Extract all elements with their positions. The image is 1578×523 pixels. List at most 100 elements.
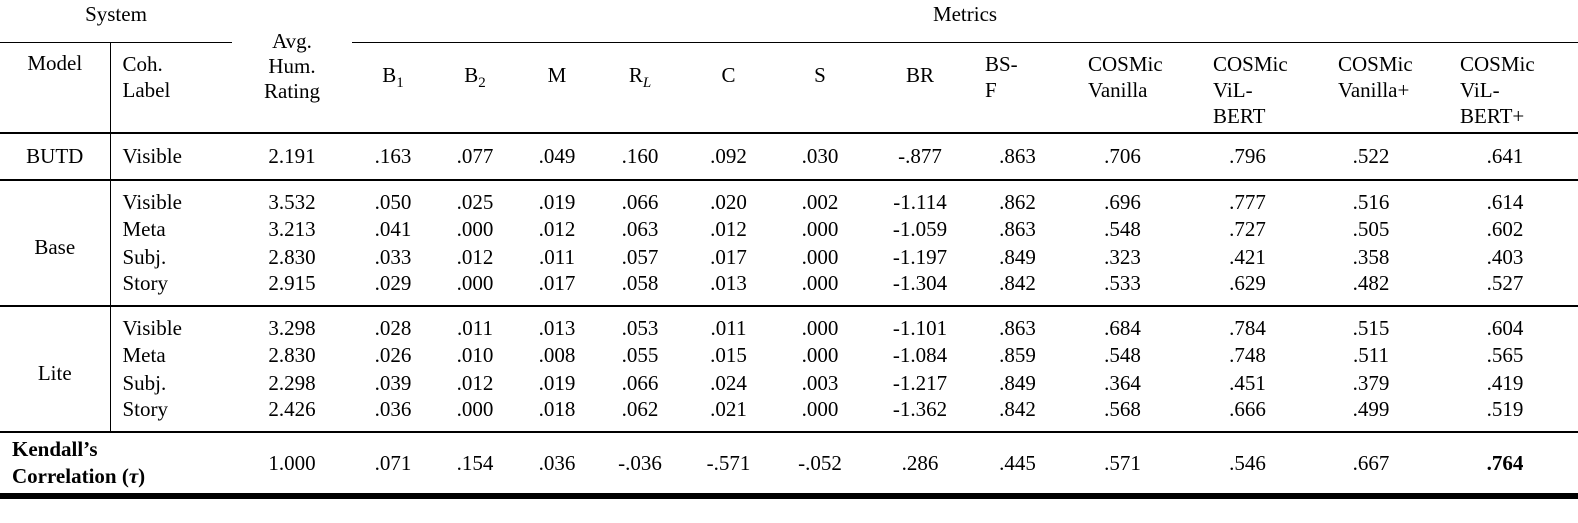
metric-value-cell: .002 bbox=[801, 190, 839, 214]
metric-value-cell: .849 bbox=[999, 370, 1036, 395]
metric-value-cell: .000 bbox=[801, 342, 839, 367]
kendall-value-cell: .445 bbox=[975, 432, 1060, 499]
kendall-value-cell: .154 bbox=[434, 432, 516, 499]
avg-rating-cell: 2.830 bbox=[268, 244, 316, 269]
metric-value-cell: .000 bbox=[434, 397, 516, 433]
avg-rating-cell: 2.830 bbox=[268, 342, 316, 367]
header-line: BERT+ bbox=[1460, 103, 1525, 128]
metric-value-cell: .011 bbox=[539, 244, 575, 269]
metric-value-cell: .012 bbox=[710, 216, 747, 241]
metric-value-cell: .323 bbox=[1104, 244, 1141, 269]
kendall-label-line1: Kendall’s bbox=[12, 437, 98, 461]
metric-value-cell: .053 bbox=[621, 316, 659, 340]
table-row: Subj. 2.830 .033 .012 .011 .057 .017 .00… bbox=[0, 243, 1578, 271]
metric-value-cell: -1.362 bbox=[865, 397, 975, 433]
metric-value-cell: .036 bbox=[352, 397, 434, 433]
metric-value-cell: .028 bbox=[374, 316, 412, 340]
col-header-cosmic-vanilla: COSMic Vanilla bbox=[1060, 42, 1185, 134]
kendall-value-cell: .546 bbox=[1185, 432, 1310, 499]
system-group-header: System bbox=[0, 0, 232, 43]
metric-value-cell: -1.304 bbox=[865, 271, 975, 307]
metric-value-cell: .696 bbox=[1104, 190, 1141, 214]
metric-value-cell: .041 bbox=[374, 216, 412, 241]
coh-label-cell: Meta bbox=[122, 342, 166, 367]
kendall-value-cell: .036 bbox=[516, 432, 598, 499]
metric-value-cell: .842 bbox=[975, 397, 1060, 433]
col-header-bs-f: BS- F bbox=[975, 42, 1060, 134]
metric-value-cell: -.877 bbox=[865, 133, 975, 181]
header-line: COSMic bbox=[1088, 51, 1163, 76]
coh-label-cell: Visible bbox=[110, 133, 232, 181]
metric-value-cell: .684 bbox=[1104, 316, 1141, 340]
metric-value-cell: -1.114 bbox=[893, 190, 947, 214]
kendall-label-text: Correlation ( bbox=[12, 464, 129, 488]
metric-value-cell: .533 bbox=[1060, 271, 1185, 307]
col-header-cider: C bbox=[682, 42, 775, 134]
metric-value-cell: .515 bbox=[1352, 316, 1390, 340]
metric-value-cell: .516 bbox=[1352, 190, 1390, 214]
header-line: COSMic bbox=[1460, 51, 1535, 76]
table-row: Story 2.426 .036 .000 .018 .062 .021 .00… bbox=[0, 397, 1578, 433]
header-line: ViL- bbox=[1460, 77, 1500, 102]
metric-value-cell: .062 bbox=[598, 397, 682, 433]
kendall-value-cell: -.052 bbox=[775, 432, 865, 499]
metric-value-cell: .842 bbox=[975, 271, 1060, 307]
metric-value-cell: .451 bbox=[1229, 370, 1266, 395]
metric-value-cell: .055 bbox=[621, 342, 659, 367]
coh-label-column-header: Coh. Label bbox=[110, 42, 232, 134]
coh-label-cell: Meta bbox=[122, 216, 166, 241]
model-cell: Lite bbox=[0, 306, 111, 433]
metric-value-cell: .017 bbox=[516, 271, 598, 307]
metric-value-cell: .012 bbox=[538, 216, 576, 241]
metric-value-cell: .519 bbox=[1432, 397, 1578, 433]
metric-value-cell: .604 bbox=[1486, 316, 1524, 340]
metric-value-cell: .421 bbox=[1229, 244, 1266, 269]
avg-line: Hum. bbox=[268, 53, 316, 78]
metric-value-cell: .050 bbox=[374, 190, 412, 214]
kendall-label-text: ) bbox=[138, 464, 146, 488]
kendall-value-cell-best: .764 bbox=[1432, 432, 1578, 499]
metric-value-cell: .862 bbox=[999, 190, 1036, 214]
metric-value-cell: .000 bbox=[801, 316, 839, 340]
col-header-br: BR bbox=[865, 42, 975, 134]
model-cell: BUTD bbox=[0, 133, 111, 181]
metric-value-cell: .548 bbox=[1104, 342, 1141, 367]
metric-symbol: R bbox=[628, 62, 643, 87]
metric-symbol: B bbox=[464, 62, 479, 87]
metric-value-cell: .066 bbox=[621, 370, 659, 395]
header-row-groups: System Avg. Hum. Rating Metrics bbox=[0, 0, 1578, 134]
metric-value-cell: .629 bbox=[1185, 271, 1310, 307]
metric-value-cell: -1.084 bbox=[892, 342, 948, 367]
metric-value-cell: .568 bbox=[1060, 397, 1185, 433]
coh-label-cell: Subj. bbox=[122, 370, 167, 395]
kendall-value-cell: .071 bbox=[352, 432, 434, 499]
metric-value-cell: .058 bbox=[598, 271, 682, 307]
metric-value-cell: .012 bbox=[456, 370, 494, 395]
col-header-cosmic-vilbert: COSMic ViL- BERT bbox=[1185, 42, 1310, 134]
avg-rating-cell: 2.915 bbox=[232, 271, 352, 307]
metric-value-cell: .522 bbox=[1310, 133, 1432, 181]
header-line: COSMic bbox=[1338, 51, 1413, 76]
metric-value-cell: .000 bbox=[801, 244, 839, 269]
header-line: COSMic bbox=[1213, 51, 1288, 76]
kendall-correlation-row: Kendall’s Correlation (τ) 1.000 .071 .15… bbox=[0, 432, 1578, 499]
metric-value-cell: .379 bbox=[1352, 370, 1390, 395]
kendall-label-line2: Correlation (τ) bbox=[12, 463, 232, 490]
metric-symbol: C bbox=[721, 62, 736, 87]
coh-label-cell: Story bbox=[110, 271, 232, 307]
metric-value-cell: -1.217 bbox=[892, 370, 948, 395]
metric-value-cell: .039 bbox=[374, 370, 412, 395]
metric-value-cell: .796 bbox=[1185, 133, 1310, 181]
metric-subscript: 2 bbox=[478, 74, 486, 91]
metric-value-cell: .358 bbox=[1352, 244, 1390, 269]
metric-value-cell: .706 bbox=[1060, 133, 1185, 181]
header-line: BS- bbox=[985, 51, 1018, 76]
metric-value-cell: -1.197 bbox=[892, 244, 948, 269]
col-header-b2: B2 bbox=[434, 42, 516, 134]
col-header-b1: B1 bbox=[352, 42, 434, 134]
metric-value-cell: .020 bbox=[710, 190, 747, 214]
metric-value-cell: .602 bbox=[1486, 216, 1524, 241]
avg-human-rating-header: Avg. Hum. Rating bbox=[232, 0, 352, 134]
metric-subscript: L bbox=[642, 74, 652, 91]
results-table: System Avg. Hum. Rating Metrics Model Co… bbox=[0, 0, 1578, 499]
